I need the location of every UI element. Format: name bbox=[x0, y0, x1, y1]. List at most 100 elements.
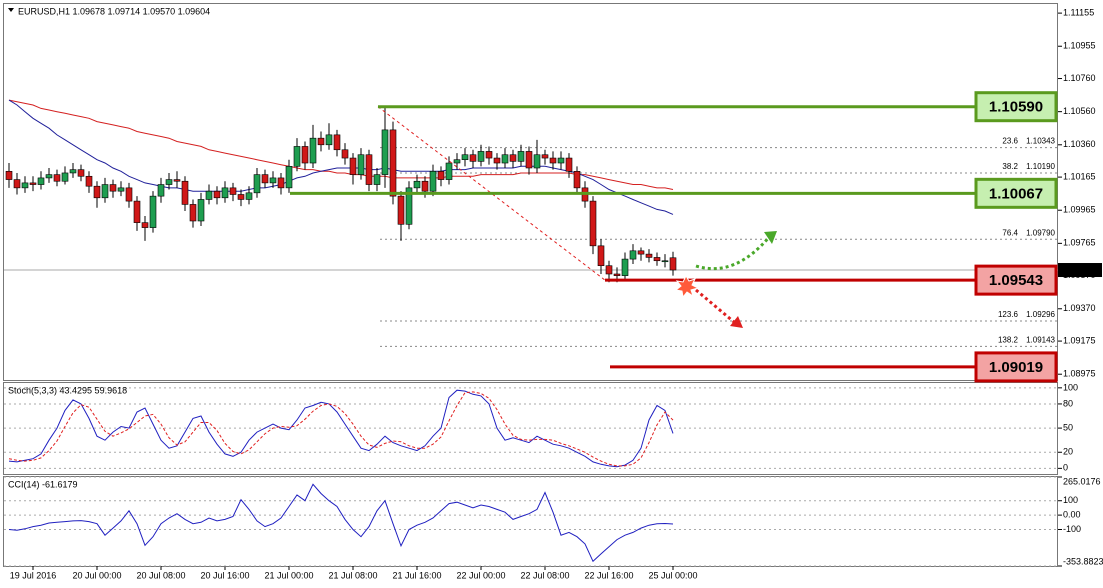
current-price-tag bbox=[1058, 263, 1102, 278]
x-tick-label: 20 Jul 00:00 bbox=[72, 570, 121, 580]
series-line bbox=[8, 389, 674, 468]
stoch-panel bbox=[3, 382, 1058, 475]
y-tick-label: 1.10360 bbox=[1063, 139, 1096, 149]
level-label: 1.09019 bbox=[989, 359, 1043, 376]
candle-body bbox=[613, 273, 621, 276]
y-tick-label: 265.0176 bbox=[1063, 476, 1101, 486]
candle-body bbox=[69, 169, 77, 174]
candle-body bbox=[317, 137, 325, 146]
candle-body bbox=[229, 187, 237, 195]
x-tick-label: 22 Jul 08:00 bbox=[520, 570, 569, 580]
candle-body bbox=[405, 187, 413, 225]
candle-body bbox=[565, 157, 573, 172]
level-box bbox=[974, 91, 1058, 123]
level-label: 1.09543 bbox=[989, 272, 1043, 289]
x-tick-label: 21 Jul 00:00 bbox=[264, 570, 313, 580]
candle-body bbox=[237, 194, 245, 200]
candle-body bbox=[461, 154, 469, 161]
candle-body bbox=[413, 180, 421, 189]
y-tick-label: 0.00 bbox=[1063, 509, 1081, 519]
y-tick-label: 1.10955 bbox=[1063, 41, 1096, 51]
candle-body bbox=[45, 174, 53, 179]
x-tick-label: 21 Jul 08:00 bbox=[328, 570, 377, 580]
candle-body bbox=[341, 149, 349, 159]
candle-body bbox=[669, 257, 677, 271]
plot-layer: 1.11155 1.10955 1.10760 1.10560 1.10360 1.101… bbox=[4, 6, 1103, 580]
candle-body bbox=[213, 190, 221, 199]
candle-body bbox=[541, 154, 549, 159]
candle-body bbox=[453, 159, 461, 164]
level-box bbox=[974, 264, 1058, 296]
candle-body bbox=[525, 151, 533, 169]
series-line bbox=[8, 483, 674, 563]
fib-value: 1.09143 bbox=[1026, 335, 1055, 344]
fib-ratio: 123.6 bbox=[998, 310, 1019, 319]
candle-body bbox=[221, 187, 229, 199]
candle-body bbox=[621, 258, 629, 276]
candle-body bbox=[645, 253, 653, 258]
candle-body bbox=[189, 204, 197, 222]
candle-body bbox=[325, 134, 333, 146]
fib-value: 1.10343 bbox=[1026, 137, 1055, 146]
y-tick-label: -100 bbox=[1063, 524, 1081, 534]
series-line bbox=[8, 99, 674, 215]
candle-body bbox=[181, 180, 189, 205]
candle-body bbox=[85, 175, 93, 187]
level-label: 1.10590 bbox=[989, 99, 1043, 116]
candle-body bbox=[253, 174, 261, 194]
candle-body bbox=[13, 179, 21, 189]
down-arrow-head bbox=[730, 316, 743, 328]
candle-body bbox=[605, 265, 613, 275]
y-tick-label: 0 bbox=[1063, 463, 1068, 473]
y-tick-label: 1.08975 bbox=[1063, 369, 1096, 379]
level-box bbox=[974, 177, 1058, 209]
y-tick-label: 20 bbox=[1063, 447, 1073, 457]
y-tick-label: 1.09765 bbox=[1063, 238, 1096, 248]
candle-body bbox=[125, 187, 133, 202]
candle-body bbox=[549, 157, 557, 164]
candle-body bbox=[157, 184, 165, 197]
candle-body bbox=[517, 151, 525, 162]
candle-body bbox=[389, 129, 397, 197]
x-tick-label: 20 Jul 08:00 bbox=[136, 570, 185, 580]
candle-body bbox=[37, 177, 45, 185]
candle-body bbox=[61, 172, 69, 182]
fib-ratio: 38.2 bbox=[1002, 162, 1018, 171]
panel-title: EURUSD,H1 1.09678 1.09714 1.09570 1.0960… bbox=[18, 6, 210, 16]
down-arrow bbox=[695, 288, 735, 324]
up-arrow bbox=[695, 235, 772, 271]
candle-body bbox=[261, 174, 269, 184]
candle-body bbox=[93, 185, 101, 199]
candle-body bbox=[101, 184, 109, 199]
candle-body bbox=[149, 195, 157, 228]
fib-ratio: 138.2 bbox=[998, 335, 1019, 344]
x-tick-label: 25 Jul 00:00 bbox=[648, 570, 697, 580]
y-tick-label: 1.09370 bbox=[1063, 303, 1096, 313]
candle-body bbox=[245, 192, 253, 200]
fib-value: 1.09296 bbox=[1026, 310, 1055, 319]
candle-body bbox=[469, 154, 477, 162]
y-tick-label: 80 bbox=[1063, 398, 1073, 408]
candle-body bbox=[117, 187, 125, 192]
candle-body bbox=[205, 190, 213, 200]
y-tick-label: 1.10560 bbox=[1063, 106, 1096, 116]
y-tick-label: 1.09175 bbox=[1063, 335, 1096, 345]
up-arrow-head bbox=[764, 231, 777, 244]
candle-body bbox=[477, 151, 485, 162]
candle-body bbox=[109, 184, 117, 192]
candle-body bbox=[309, 137, 317, 164]
candle-body bbox=[357, 154, 365, 175]
breakout-icon bbox=[674, 274, 700, 299]
y-tick-label: 1.11155 bbox=[1063, 7, 1094, 17]
candle-body bbox=[397, 195, 405, 225]
candle-body bbox=[29, 182, 37, 185]
x-tick-label: 21 Jul 16:00 bbox=[392, 570, 441, 580]
candle-body bbox=[349, 157, 357, 175]
candle-body bbox=[421, 180, 429, 192]
candle-body bbox=[661, 260, 669, 263]
candle-body bbox=[365, 154, 373, 185]
current-price-label: 1.09604 bbox=[1062, 264, 1095, 274]
